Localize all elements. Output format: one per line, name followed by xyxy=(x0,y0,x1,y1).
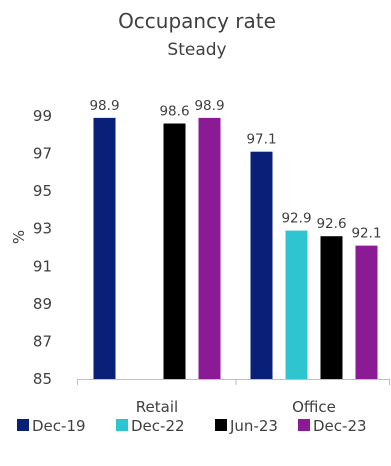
chart-subtitle: Steady xyxy=(167,40,226,60)
bar-office-dec-23 xyxy=(355,245,378,379)
legend-swatch-jun-23 xyxy=(215,419,227,431)
y-tick-label: 97 xyxy=(33,145,52,163)
y-tick-label: 87 xyxy=(33,332,52,350)
y-tick-label: 89 xyxy=(33,295,52,313)
data-label: 92.6 xyxy=(316,216,346,232)
data-label: 92.1 xyxy=(351,226,381,242)
bar-office-dec-19 xyxy=(250,151,273,379)
y-axis-label: % xyxy=(10,230,28,244)
data-label: 92.9 xyxy=(281,211,311,227)
y-tick-label: 93 xyxy=(33,220,52,238)
y-tick-label: 85 xyxy=(33,370,52,388)
bar-office-dec-22 xyxy=(285,230,308,379)
legend-label: Jun-23 xyxy=(229,417,278,435)
chart-title: Occupancy rate xyxy=(118,9,276,33)
y-tick-label: 91 xyxy=(33,257,52,275)
bar-retail-dec-23 xyxy=(198,117,221,379)
legend-swatch-dec-19 xyxy=(17,419,29,431)
legend-swatch-dec-23 xyxy=(298,419,310,431)
data-label: 98.9 xyxy=(89,98,119,114)
y-tick-label: 95 xyxy=(33,182,52,200)
legend-label: Dec-19 xyxy=(32,417,86,435)
y-tick-label: 99 xyxy=(33,107,52,125)
x-category-label: Retail xyxy=(136,398,178,416)
bar-retail-jun-23 xyxy=(163,123,186,379)
legend: Dec-19 Dec-22 Jun-23 Dec-23 xyxy=(17,417,367,435)
x-category-label: Office xyxy=(292,398,336,416)
data-label: 98.9 xyxy=(194,98,224,114)
legend-label: Dec-22 xyxy=(131,417,185,435)
bar-office-jun-23 xyxy=(320,236,343,379)
data-label: 97.1 xyxy=(246,132,276,148)
legend-swatch-dec-22 xyxy=(116,419,128,431)
legend-label: Dec-23 xyxy=(313,417,367,435)
data-label: 98.6 xyxy=(159,104,189,120)
bar-retail-dec-19 xyxy=(93,117,116,379)
plot-area: 85 87 89 91 93 95 97 99 98.9 98.6 98.9 Retail 97.1 92… xyxy=(33,98,390,416)
